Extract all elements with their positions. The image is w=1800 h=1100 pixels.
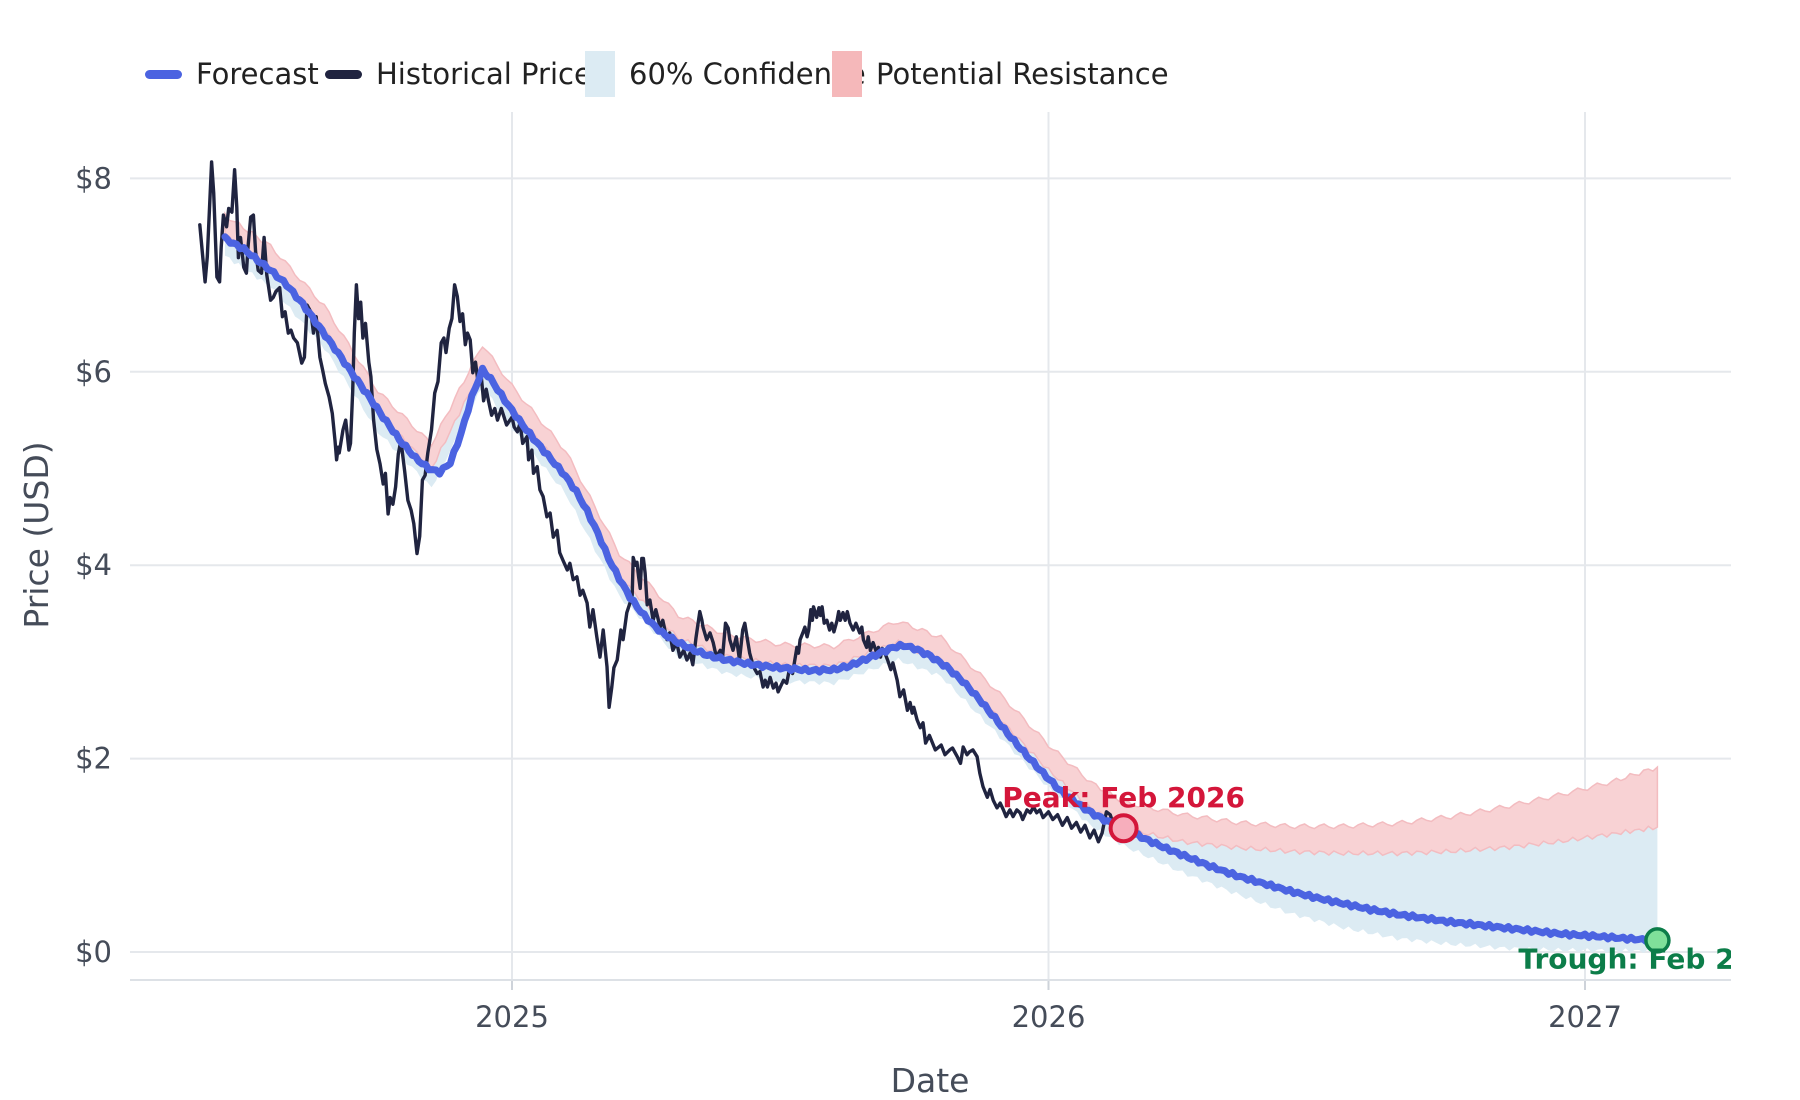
trough-annotation: Trough: Feb 2 xyxy=(1518,942,1734,975)
peak-annotation: Peak: Feb 2026 xyxy=(1002,781,1245,814)
historical-line-swatch xyxy=(325,69,362,79)
forecast-bands xyxy=(224,211,1659,954)
resistance-band-swatch xyxy=(832,51,862,97)
legend-label-confidence: 60% Confidence xyxy=(629,57,866,91)
confidence-band-swatch xyxy=(585,51,615,97)
svg-text:2027: 2027 xyxy=(1548,1000,1622,1034)
legend-item-forecast: Forecast xyxy=(145,46,319,102)
legend-item-resistance: Potential Resistance xyxy=(832,46,1169,102)
svg-text:$4: $4 xyxy=(75,548,112,582)
svg-text:$0: $0 xyxy=(75,935,112,969)
forecast-line-swatch xyxy=(145,69,182,79)
extreme-markers xyxy=(1108,813,1671,954)
tick-labels: $0 $2 $4 $6 $8 2025 2026 2027 xyxy=(75,161,1622,1034)
y-axis-title: Price (USD) xyxy=(17,441,56,628)
legend-item-historical: Historical Price xyxy=(325,46,592,102)
x-axis-title: Date xyxy=(891,1061,970,1100)
legend-item-confidence: 60% Confidence xyxy=(585,46,866,102)
legend-label-resistance: Potential Resistance xyxy=(876,57,1169,91)
svg-text:$8: $8 xyxy=(75,161,112,195)
legend-label-historical: Historical Price xyxy=(376,57,592,91)
svg-text:2025: 2025 xyxy=(475,1000,549,1034)
svg-text:$2: $2 xyxy=(75,742,112,776)
svg-text:$6: $6 xyxy=(75,355,112,389)
legend-label-forecast: Forecast xyxy=(196,57,319,91)
series-lines xyxy=(198,160,1661,945)
svg-text:2026: 2026 xyxy=(1012,1000,1086,1034)
